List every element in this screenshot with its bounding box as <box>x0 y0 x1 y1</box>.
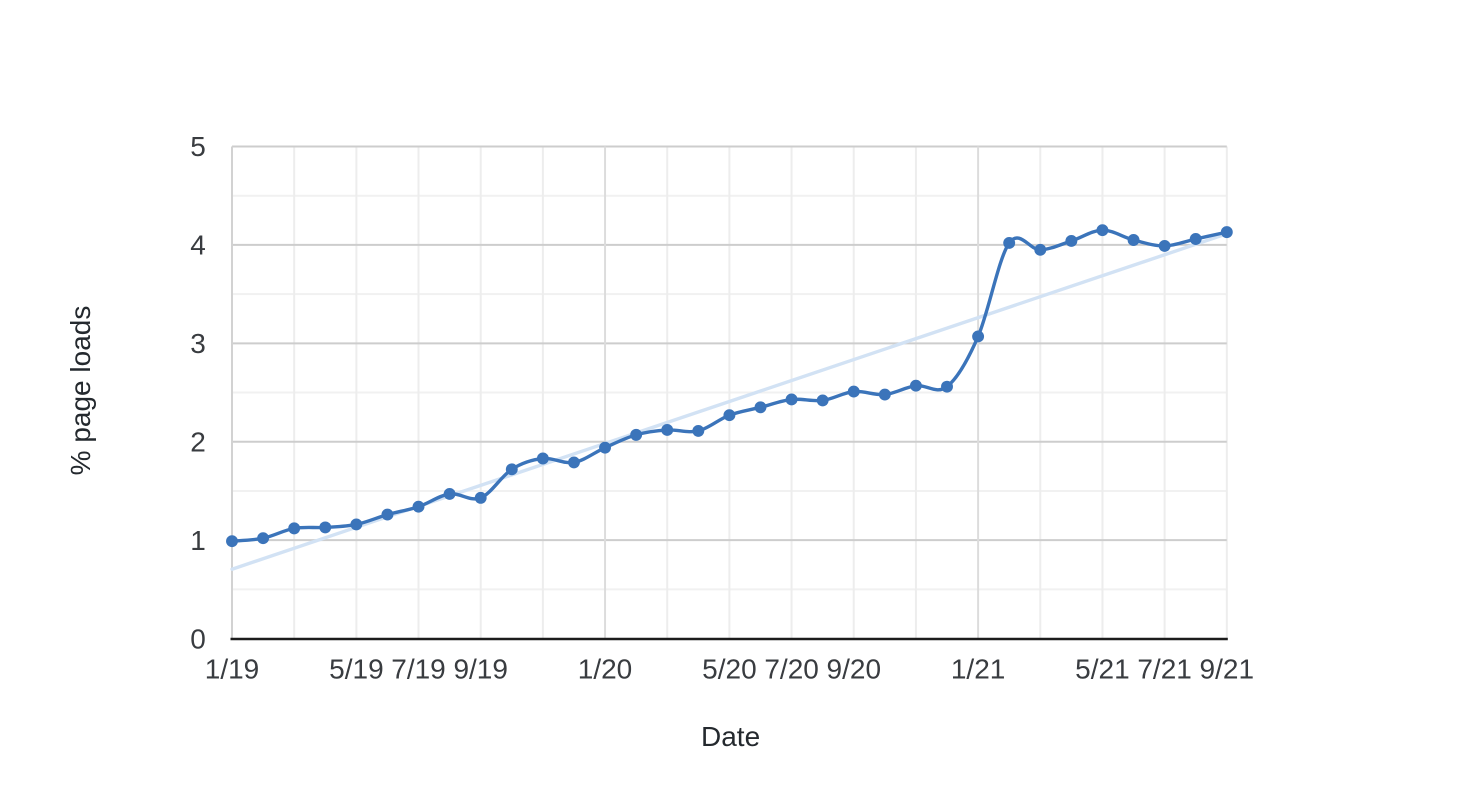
svg-text:2: 2 <box>190 427 206 458</box>
svg-text:Date: Date <box>701 721 760 752</box>
svg-text:5/20: 5/20 <box>702 653 757 684</box>
svg-text:1/21: 1/21 <box>951 653 1006 684</box>
svg-text:% page loads: % page loads <box>65 306 96 476</box>
svg-text:1: 1 <box>190 525 206 556</box>
svg-text:9/20: 9/20 <box>827 653 882 684</box>
svg-text:3: 3 <box>190 328 206 359</box>
svg-text:7/20: 7/20 <box>764 653 819 684</box>
svg-text:0: 0 <box>190 623 206 654</box>
svg-text:9/19: 9/19 <box>453 653 508 684</box>
svg-text:4: 4 <box>190 230 206 261</box>
svg-text:5/19: 5/19 <box>329 653 384 684</box>
svg-text:9/21: 9/21 <box>1200 653 1255 684</box>
svg-text:5: 5 <box>190 131 206 162</box>
svg-text:1/20: 1/20 <box>578 653 633 684</box>
svg-text:5/21: 5/21 <box>1075 653 1130 684</box>
svg-text:7/19: 7/19 <box>391 653 446 684</box>
svg-text:7/21: 7/21 <box>1137 653 1192 684</box>
svg-text:1/19: 1/19 <box>205 653 260 684</box>
